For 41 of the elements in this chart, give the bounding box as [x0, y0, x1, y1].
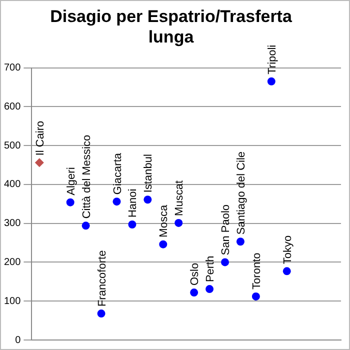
point: [267, 77, 276, 86]
chart-title: Disagio per Espatrio/Trasferta lunga: [50, 6, 292, 46]
text: Toronto: [250, 252, 263, 290]
text: Tokyo: [282, 235, 294, 264]
text: Algeri: [65, 167, 78, 196]
text: Hanoi: [127, 188, 140, 218]
y-tick-label: 0: [15, 334, 22, 346]
text: Francoforte: [96, 250, 108, 307]
text: Muscat: [174, 180, 186, 216]
point: [82, 222, 90, 230]
y-tick-label: 300: [4, 218, 22, 230]
text: Tripoli: [266, 44, 278, 74]
text: San Paolo: [220, 204, 232, 256]
point: [252, 292, 260, 300]
point: [159, 240, 168, 248]
y-tick-label: 400: [4, 179, 22, 190]
point: [128, 220, 136, 229]
text: Città del Messico: [80, 134, 93, 219]
text: Il Cairo: [34, 120, 46, 156]
point: [112, 198, 121, 206]
text: Istanbul: [142, 154, 155, 193]
point: [282, 267, 291, 276]
point: [190, 288, 198, 297]
point: [34, 158, 44, 168]
text: Mosca: [158, 204, 170, 238]
y-tick-label: 500: [4, 140, 22, 152]
point: [236, 238, 244, 246]
point: [221, 258, 230, 266]
y-tick-label: 200: [4, 256, 22, 268]
point: [174, 218, 183, 227]
point: [144, 196, 152, 204]
point: [206, 285, 214, 294]
point: [66, 198, 74, 206]
text: Giacarta: [112, 152, 124, 195]
y-tick-label: 100: [4, 296, 22, 307]
text: Oslo: [189, 262, 202, 286]
point: [97, 310, 106, 318]
text: Perth: [204, 256, 217, 282]
text: Santiago del Cile: [236, 151, 248, 235]
y-tick-label: 700: [4, 62, 22, 74]
y-tick-label: 600: [4, 101, 22, 112]
